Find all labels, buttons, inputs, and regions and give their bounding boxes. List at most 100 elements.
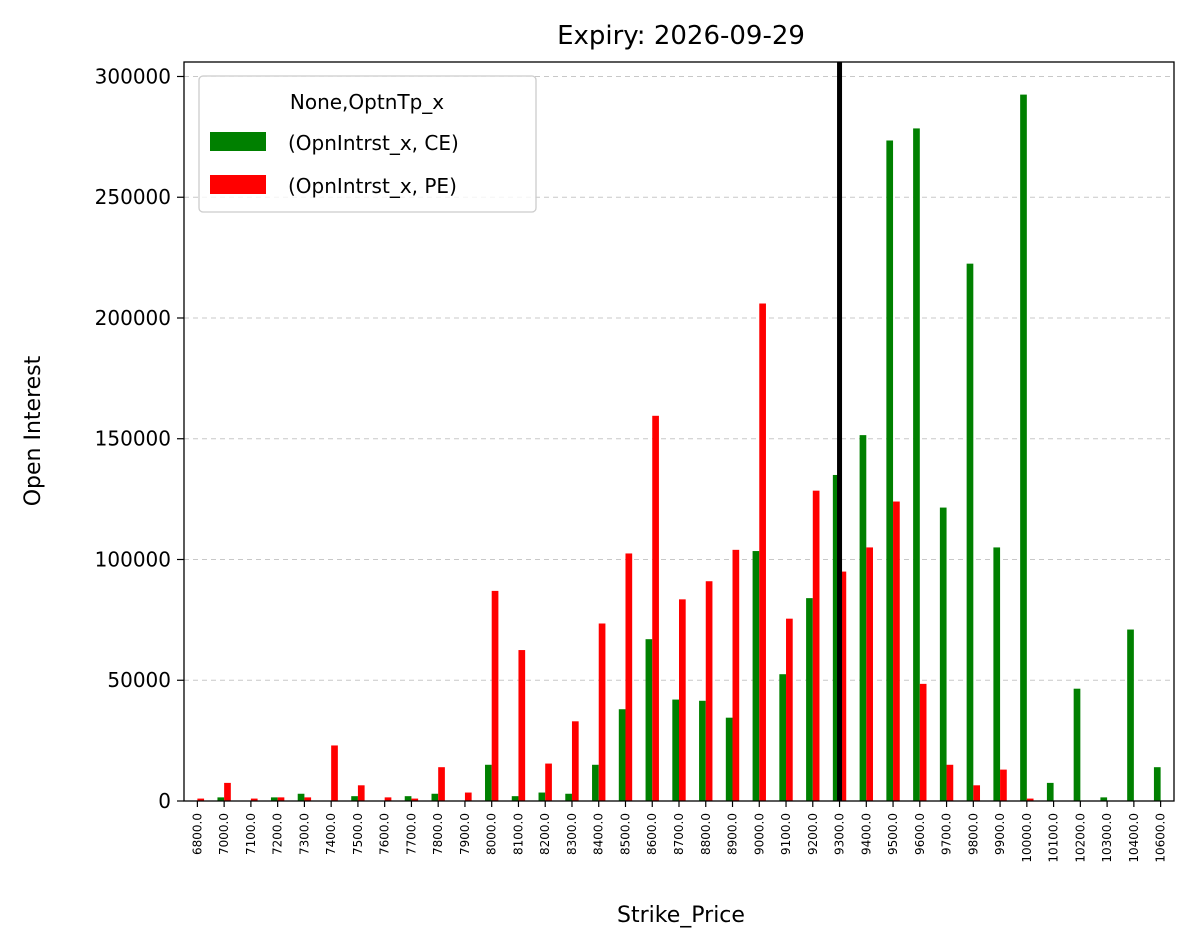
bar-pe-8000.0 (491, 590, 499, 801)
bar-ce-9400.0 (859, 435, 867, 801)
x-tick-label: 10000.0 (1020, 813, 1034, 863)
x-axis-label: Strike_Price (617, 903, 745, 928)
legend-swatch-pe (210, 175, 266, 194)
x-tick-label: 9100.0 (779, 813, 793, 855)
bar-ce-8900.0 (725, 717, 733, 801)
bar-pe-9900.0 (1000, 769, 1007, 801)
bar-pe-7500.0 (357, 785, 365, 801)
bar-pe-7300.0 (304, 797, 312, 801)
legend-label-ce: (OpnIntrst_x, CE) (288, 131, 459, 155)
bar-pe-7600.0 (384, 797, 392, 801)
x-tick-label: 7000.0 (217, 813, 231, 855)
bar-pe-8200.0 (545, 763, 552, 801)
bar-ce-9800.0 (966, 263, 974, 801)
y-tick-label: 150000 (95, 427, 171, 451)
bar-pe-8900.0 (732, 549, 740, 801)
bar-ce-8300.0 (565, 793, 572, 801)
x-tick-label: 8700.0 (672, 813, 686, 855)
x-tick-label: 9900.0 (993, 813, 1007, 855)
bar-pe-9600.0 (919, 683, 927, 801)
x-tick-label: 7900.0 (458, 813, 472, 855)
x-tick-label: 7600.0 (378, 813, 392, 855)
bar-ce-8100.0 (511, 796, 519, 801)
y-tick-label: 250000 (95, 185, 171, 209)
bar-pe-7100.0 (250, 798, 258, 801)
bar-pe-7200.0 (277, 797, 285, 801)
bar-ce-10600.0 (1153, 767, 1161, 801)
bar-pe-8300.0 (571, 721, 579, 801)
bar-pe-9800.0 (973, 785, 981, 801)
legend-title: None,OptnTp_x (290, 90, 444, 114)
y-axis-label: Open Interest (21, 355, 46, 506)
bar-ce-8700.0 (672, 699, 679, 801)
bar-pe-8800.0 (705, 581, 713, 801)
bar-ce-7300.0 (297, 793, 305, 801)
bar-ce-7700.0 (404, 796, 412, 801)
bar-ce-9500.0 (886, 140, 894, 802)
bar-pe-9100.0 (786, 618, 793, 801)
bar-ce-8500.0 (618, 709, 626, 801)
x-tick-label: 8000.0 (485, 813, 499, 855)
x-tick-label: 9500.0 (886, 813, 900, 855)
bar-ce-9200.0 (806, 598, 813, 801)
bar-pe-9500.0 (893, 501, 900, 801)
x-tick-label: 7100.0 (244, 813, 258, 855)
bar-pe-8400.0 (598, 623, 606, 801)
y-tick-label: 300000 (95, 64, 171, 88)
bar-ce-10200.0 (1073, 688, 1081, 801)
bar-ce-9700.0 (939, 507, 947, 801)
bar-ce-7500.0 (351, 796, 358, 801)
bar-pe-9200.0 (812, 490, 820, 801)
bar-ce-10300.0 (1100, 797, 1108, 801)
bar-pe-8100.0 (518, 650, 526, 801)
x-tick-label: 6800.0 (190, 813, 204, 855)
bar-pe-7000.0 (224, 782, 231, 801)
x-tick-label: 10600.0 (1154, 813, 1168, 863)
bar-ce-8800.0 (699, 700, 706, 801)
x-tick-label: 10100.0 (1047, 813, 1061, 863)
bar-ce-8200.0 (538, 792, 546, 801)
bar-ce-9900.0 (993, 547, 1001, 801)
bar-ce-8000.0 (485, 764, 492, 801)
bar-pe-7400.0 (331, 745, 338, 801)
x-tick-label: 8100.0 (511, 813, 525, 855)
bar-pe-6800.0 (197, 798, 205, 801)
legend: None,OptnTp_x (OpnIntrst_x, CE) (OpnIntr… (198, 75, 537, 213)
x-tick-label: 8300.0 (565, 813, 579, 855)
x-tick-label: 10400.0 (1127, 813, 1141, 863)
bar-ce-9600.0 (913, 128, 920, 801)
bar-ce-9100.0 (779, 674, 787, 801)
x-tick-label: 10200.0 (1073, 813, 1087, 863)
x-tick-label: 10300.0 (1100, 813, 1114, 863)
x-tick-label: 7400.0 (324, 813, 338, 855)
x-tick-label: 7200.0 (271, 813, 285, 855)
x-tick-label: 7800.0 (431, 813, 445, 855)
legend-label-pe: (OpnIntrst_x, PE) (288, 174, 457, 198)
x-tick-label: 8900.0 (726, 813, 740, 855)
bar-ce-10400.0 (1127, 629, 1134, 801)
x-tick-label: 8800.0 (699, 813, 713, 855)
x-tick-label: 9200.0 (806, 813, 820, 855)
x-tick-label: 8500.0 (618, 813, 632, 855)
chart-title: Expiry: 2026-09-29 (557, 21, 805, 51)
bar-ce-7000.0 (217, 797, 225, 801)
bar-ce-10100.0 (1046, 782, 1054, 801)
legend-swatch-ce (210, 132, 266, 151)
x-tick-label: 9700.0 (940, 813, 954, 855)
bar-ce-8400.0 (592, 764, 599, 801)
bar-pe-9700.0 (946, 764, 954, 801)
bar-ce-9300.0 (832, 474, 840, 801)
x-tick-label: 9800.0 (966, 813, 980, 855)
bar-pe-7900.0 (464, 792, 472, 801)
bar-pe-7800.0 (438, 767, 445, 801)
x-tick-label: 8200.0 (538, 813, 552, 855)
bar-pe-9000.0 (759, 303, 766, 801)
x-tick-label: 8400.0 (592, 813, 606, 855)
x-tick-label: 7700.0 (404, 813, 418, 855)
bar-pe-8700.0 (679, 599, 686, 801)
legend-box (198, 75, 537, 213)
bar-pe-8600.0 (652, 415, 659, 801)
bar-ce-8600.0 (645, 639, 653, 801)
y-axis: 0 50000 100000 150000 200000 250000 300000 (95, 64, 184, 813)
